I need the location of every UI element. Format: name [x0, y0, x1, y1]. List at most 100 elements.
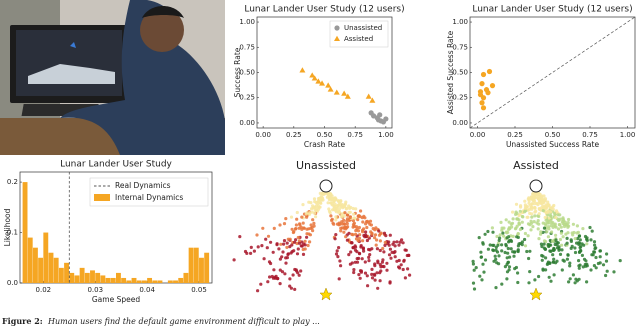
trajectory-dot — [393, 255, 397, 259]
trajectory-dot — [407, 253, 411, 257]
trajectory-dot — [393, 244, 397, 248]
trajectory-dot — [306, 243, 310, 248]
trajectory-dot — [289, 215, 294, 219]
y-tick-label: 1.00 — [239, 18, 255, 26]
trajectory-dot — [329, 214, 333, 218]
trajectory-dot — [577, 234, 581, 238]
x-axis-label: Unassisted Success Rate — [506, 140, 600, 149]
trajectory-dot — [605, 252, 609, 256]
trajectory-dot — [300, 215, 304, 219]
trajectory-dot — [278, 257, 282, 261]
x-tick-label: 0.75 — [347, 131, 363, 139]
trajectory-dot — [596, 261, 601, 266]
trajectory-dot — [314, 208, 319, 212]
trajectory-dot — [362, 249, 366, 253]
trajectory-dot — [593, 247, 597, 251]
bar — [100, 275, 106, 283]
trajectory-dot — [549, 210, 553, 214]
bar — [167, 280, 173, 283]
trajectory-dot — [368, 253, 372, 257]
trajectory-dot — [549, 221, 553, 225]
goal-star — [529, 287, 543, 301]
trajectory-dot — [566, 253, 570, 257]
trajectory-dot — [574, 277, 578, 281]
trajectory-dot — [295, 217, 299, 221]
trajectory-dot — [509, 247, 513, 251]
y-tick-label: 0.00 — [239, 119, 255, 127]
bar — [38, 257, 44, 283]
trajectory-dot — [544, 268, 548, 272]
trajectory-dot — [520, 240, 525, 244]
y-tick-label: 0.2 — [7, 178, 18, 186]
trajectory-dot — [288, 284, 292, 288]
trajectory-dot — [312, 224, 316, 228]
trajectory-dot — [245, 251, 249, 255]
trajectory-dot — [354, 245, 358, 249]
trajectory-dot — [317, 196, 322, 200]
trajectory-dot — [314, 215, 318, 219]
bar — [84, 272, 90, 283]
trajectory-dot — [545, 230, 549, 234]
trajectory-dot — [365, 219, 369, 223]
bar — [188, 247, 194, 283]
trajectory-dot — [540, 253, 544, 258]
trajectory-dot — [358, 233, 362, 237]
trajectory-dot — [554, 215, 558, 220]
trajectory-dot — [369, 223, 373, 227]
trajectory-dot — [515, 224, 519, 228]
trajectory-dot — [375, 271, 379, 275]
point — [480, 71, 487, 78]
trajectory-dot — [346, 213, 350, 217]
bar — [121, 277, 127, 283]
point — [309, 72, 316, 78]
trajectory-dot — [528, 223, 532, 227]
trajectory-dot — [567, 280, 571, 284]
trajectory-dot — [377, 233, 382, 237]
trajectory-dot — [262, 257, 266, 261]
trajectory-dot — [370, 267, 374, 271]
legend-marker — [334, 25, 340, 31]
trajectory-dot — [297, 273, 301, 277]
trajectory-dot — [296, 235, 300, 240]
trajectory-dot — [591, 253, 595, 257]
caption-text: Human users find the default game enviro… — [47, 317, 320, 326]
trajectory-dot — [350, 261, 354, 265]
trajectory-dot — [523, 244, 528, 248]
trajectory-dot — [565, 257, 570, 261]
trajectory-dot — [578, 246, 582, 250]
image-bg — [232, 172, 410, 302]
trajectory-dot — [354, 229, 358, 233]
trajectory-dot — [269, 240, 273, 244]
trajectory-dot — [297, 239, 301, 243]
point — [480, 95, 487, 101]
trajectory-dot — [366, 284, 370, 288]
trajectory-dot — [561, 258, 565, 262]
trajectory-dot — [542, 242, 546, 246]
trajectory-dot — [512, 250, 517, 254]
trajectory-dot — [266, 280, 270, 284]
trajectory-dot — [493, 254, 497, 258]
trajectory-dot — [252, 249, 256, 253]
trajectory-dot — [527, 196, 531, 200]
trajectory-dot — [363, 271, 368, 275]
bar — [126, 280, 132, 283]
trajectory-dot — [311, 206, 315, 210]
trajectory-dot — [531, 225, 535, 229]
chart-title: Lunar Lander User Study (12 users) — [244, 5, 404, 15]
trajectory-dot — [559, 231, 564, 235]
trajectory-dot — [550, 239, 555, 243]
x-tick-label: 0.50 — [317, 131, 333, 139]
trajectory-dot — [398, 240, 402, 244]
point — [480, 105, 487, 111]
trajectory-dot — [309, 226, 313, 230]
legend-box — [89, 177, 209, 207]
trajectory-dot — [537, 237, 541, 241]
trajectory-dot — [569, 239, 574, 243]
trajectory-dot — [310, 210, 314, 214]
trajectory-dot — [552, 246, 556, 251]
trajectory-dot — [488, 243, 492, 247]
trajectory-dot — [372, 272, 376, 276]
point — [377, 112, 383, 118]
trajectory-dot — [284, 261, 288, 265]
x-axis-label: Crash Rate — [304, 140, 346, 149]
